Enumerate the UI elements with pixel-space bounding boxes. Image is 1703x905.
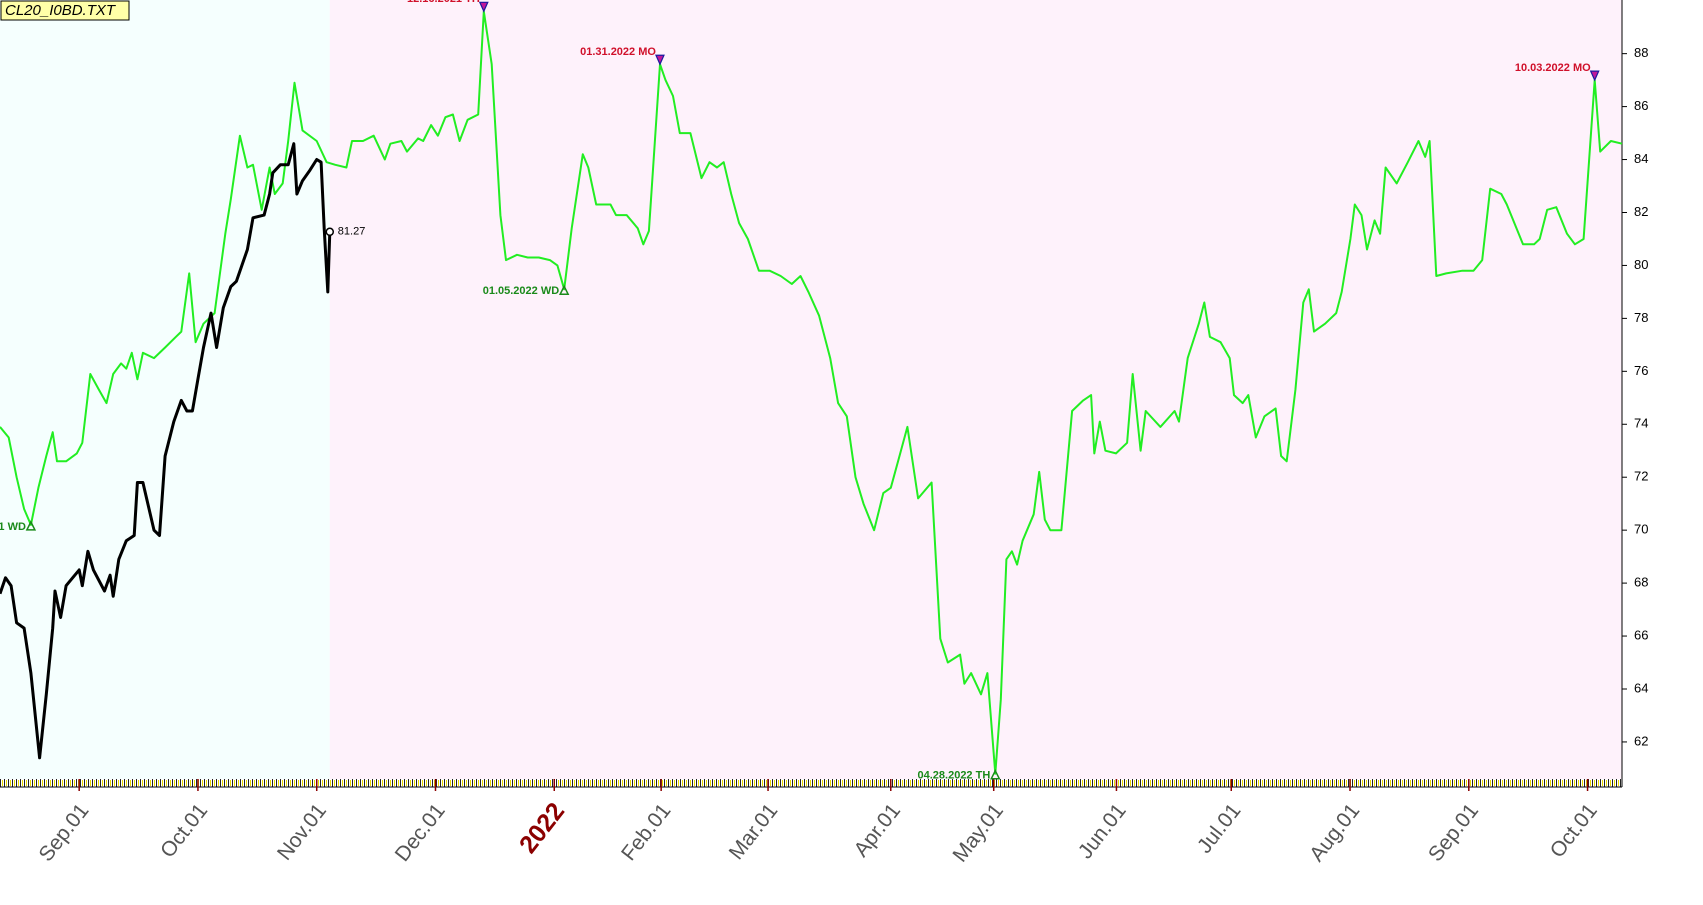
- series-line: [0, 142, 332, 760]
- trough-marker: [25, 520, 37, 531]
- x-tick-label: Aug.01: [1305, 799, 1364, 866]
- title-box: [0, 0, 130, 21]
- trough-label: 01.05.2022 WD: [483, 285, 559, 297]
- y-tick-label: 78: [1634, 310, 1648, 325]
- y-tick-label: 82: [1634, 204, 1648, 219]
- y-tick-label: 68: [1634, 575, 1648, 590]
- x-tick-label: 2022: [514, 798, 570, 859]
- x-tick-label: Jul.01: [1193, 799, 1246, 857]
- x-tick-label: Feb.01: [617, 799, 675, 865]
- background-region: [0, 0, 330, 779]
- x-tick-label: Apr.01: [850, 799, 906, 861]
- y-tick-label: 76: [1634, 363, 1648, 378]
- last-value-label: 81.27: [338, 226, 366, 238]
- x-tick-label: May.01: [948, 799, 1008, 866]
- y-tick-label: 80: [1634, 257, 1648, 272]
- x-tick-label: Jun.01: [1074, 799, 1131, 863]
- x-tick-label: Nov.01: [273, 799, 331, 864]
- last-point: [325, 227, 335, 237]
- peak-label: 01.31.2022 MO: [580, 46, 656, 58]
- series-line: [0, 10, 1623, 775]
- chart-title: CL20_I0BD.TXT: [5, 2, 117, 19]
- y-tick-label: 62: [1634, 733, 1648, 748]
- x-tick-label: Mar.01: [725, 799, 783, 864]
- y-tick-label: 72: [1634, 469, 1648, 484]
- minor-ticks: [0, 779, 1622, 787]
- y-tick-label: 74: [1634, 416, 1648, 431]
- y-tick-label: 88: [1634, 45, 1648, 60]
- x-tick-label: Sep.01: [1424, 799, 1483, 866]
- trough-label: 1 WD: [0, 521, 26, 533]
- x-tick-label: Sep.01: [34, 799, 93, 866]
- y-tick-label: 64: [1634, 680, 1648, 695]
- y-tick-label: 86: [1634, 98, 1648, 113]
- background-region: [329, 0, 1623, 779]
- x-tick-label: Oct.01: [156, 799, 212, 862]
- background-layer: [0, 0, 1623, 779]
- peak-label: 10.03.2022 MO: [1515, 62, 1591, 74]
- peak-marker: [1589, 70, 1600, 82]
- peak-marker: [478, 1, 489, 13]
- x-tick-label: Oct.01: [1546, 799, 1602, 862]
- trough-marker: [990, 769, 1001, 780]
- trough-marker: [558, 284, 570, 296]
- x-tick-label: Dec.01: [391, 799, 450, 866]
- y-tick-label: 84: [1634, 151, 1648, 166]
- trough-label: 04.28.2022 TH: [918, 770, 991, 782]
- peak-label: 12.16.2021 TH: [407, 0, 480, 5]
- y-tick-label: 66: [1634, 627, 1648, 642]
- y-tick-label: 70: [1634, 522, 1648, 537]
- peak-marker: [655, 54, 665, 66]
